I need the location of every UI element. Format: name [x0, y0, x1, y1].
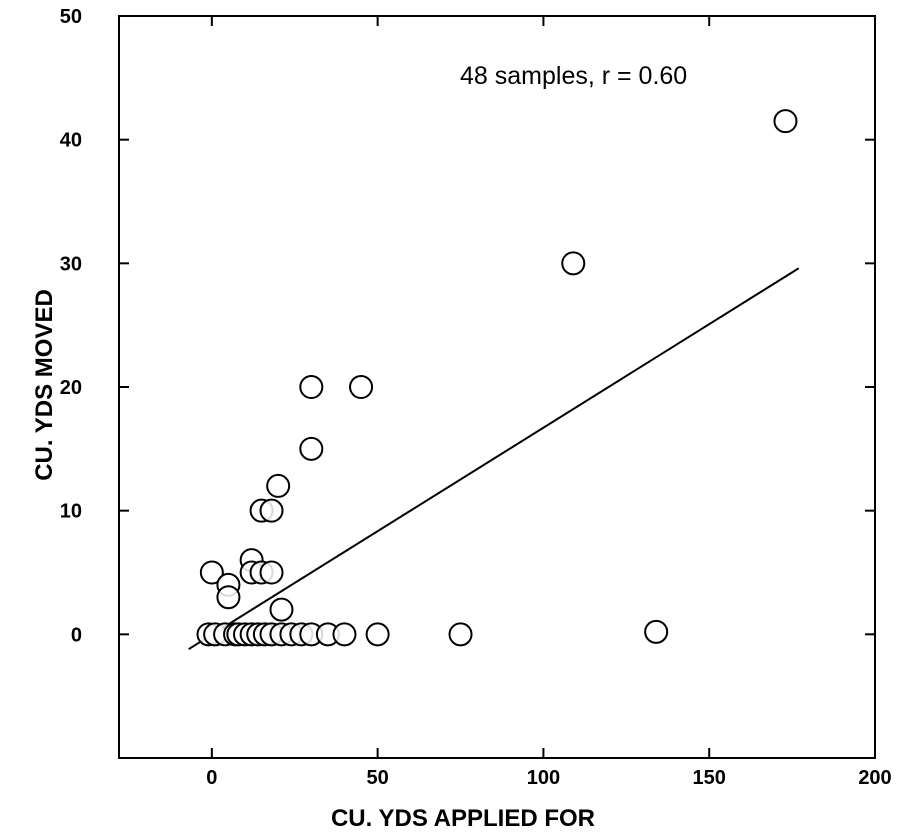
y-tick-label: 20	[60, 377, 82, 399]
data-point	[266, 473, 291, 498]
data-point	[299, 375, 324, 399]
y-tick-labels: 0 10 20 30 40 50	[60, 6, 82, 646]
y-tick-label: 30	[60, 253, 82, 275]
axis-ticks	[119, 15, 876, 758]
data-points	[196, 109, 798, 647]
data-point	[349, 375, 374, 399]
data-point	[199, 560, 224, 585]
data-point	[561, 251, 586, 276]
y-axis-title: CU. YDS MOVED	[31, 289, 58, 481]
x-tick-label: 150	[693, 767, 726, 789]
x-tick-label: 200	[858, 767, 891, 789]
data-point	[299, 436, 324, 461]
y-tick-label: 0	[71, 624, 82, 646]
data-point	[773, 109, 798, 134]
data-point	[644, 619, 669, 644]
y-tick-label: 50	[60, 6, 82, 28]
x-tick-label: 0	[206, 767, 217, 789]
data-point	[259, 498, 284, 523]
data-point	[448, 622, 473, 647]
data-point	[269, 597, 294, 622]
data-point	[332, 622, 357, 647]
x-tick-labels: 0 50 100 150 200	[206, 767, 891, 789]
data-point	[216, 585, 241, 610]
x-axis-title: CU. YDS APPLIED FOR	[331, 805, 595, 832]
x-tick-label: 100	[527, 767, 560, 789]
x-tick-label: 50	[367, 767, 389, 789]
y-tick-label: 40	[60, 130, 82, 152]
y-tick-label: 10	[60, 501, 82, 523]
plot-frame	[118, 15, 876, 759]
annotation: 48 samples, r = 0.60	[460, 62, 687, 90]
regression-line	[188, 267, 800, 651]
data-point	[259, 560, 284, 585]
data-point	[365, 622, 390, 647]
